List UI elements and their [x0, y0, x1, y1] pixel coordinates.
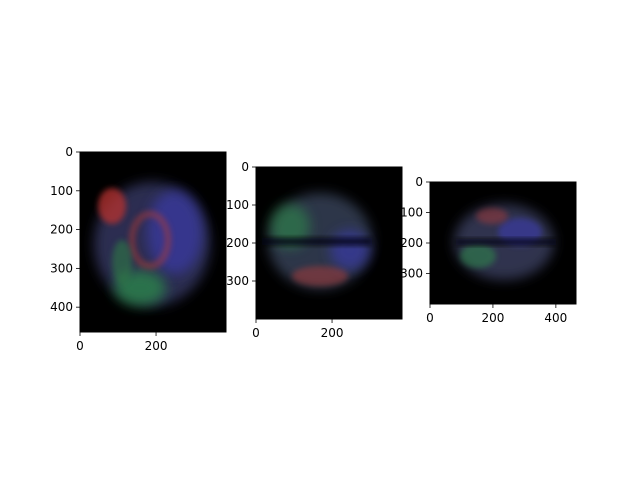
coronal-view-xtick-label-0: 0 — [252, 326, 260, 340]
brain-red-frontal — [98, 188, 126, 224]
axial-view-ytick-label-1: 100 — [400, 206, 423, 220]
sagittal-view-ytick-label-1: 100 — [50, 184, 73, 198]
sagittal-view-ytick-label-0: 0 — [65, 145, 73, 159]
brain-image-sagittal — [94, 182, 210, 306]
brain-blue-right — [330, 230, 370, 270]
panel-sagittal: 0 200 0 100 200 300 400 — [50, 145, 227, 353]
axial-view-xtick-label-2: 400 — [544, 311, 567, 325]
brain-blue-region — [147, 190, 203, 274]
axial-view-ytick-label-0: 0 — [415, 175, 423, 189]
axial-view-xtick-label-0: 0 — [426, 311, 434, 325]
brain-green-stem — [112, 240, 132, 284]
axial-view-ytick-label-2: 200 — [400, 236, 423, 250]
brain-green-axial — [460, 244, 496, 268]
coronal-view-ytick-label-2: 200 — [226, 236, 249, 250]
coronal-view-ytick-label-0: 0 — [241, 160, 249, 174]
coronal-view-ytick-label-1: 100 — [226, 198, 249, 212]
brain-red-ring — [129, 211, 171, 269]
brain-image-coronal — [262, 193, 372, 289]
axis-sagittal: 0 200 0 100 200 300 400 — [50, 145, 167, 353]
midline-gap-coronal — [262, 238, 372, 245]
sagittal-view-xtick-label-0: 0 — [76, 339, 84, 353]
coronal-view-xtick-label-1: 200 — [321, 326, 344, 340]
midline-gap-axial — [456, 239, 556, 245]
axis-coronal: 0 200 0 100 200 300 — [226, 160, 343, 340]
frame-sagittal — [79, 151, 227, 333]
sagittal-view-xtick-label-1: 200 — [145, 339, 168, 353]
panel-axial: 0 200 400 0 100 200 300 — [400, 175, 577, 325]
brain-green-left — [270, 204, 310, 248]
panel-coronal: 0 200 0 100 200 300 — [226, 160, 403, 340]
axial-view-xtick-label-1: 200 — [481, 311, 504, 325]
sagittal-view-ytick-label-2: 200 — [50, 223, 73, 237]
brain-image-axial — [454, 204, 556, 280]
axis-axial: 0 200 400 0 100 200 300 — [400, 175, 567, 325]
sagittal-view-ytick-label-3: 300 — [50, 261, 73, 275]
brain-red-axial — [476, 208, 508, 224]
sagittal-view-ytick-label-4: 400 — [50, 300, 73, 314]
coronal-view-ytick-label-3: 300 — [226, 274, 249, 288]
brain-red-bottom — [292, 266, 348, 286]
axial-view-ytick-label-3: 300 — [400, 267, 423, 281]
